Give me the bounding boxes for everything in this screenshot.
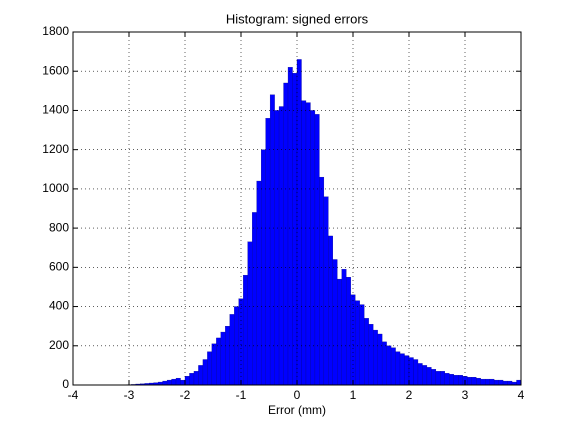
- bar: [256, 180, 262, 386]
- bar: [395, 351, 401, 386]
- bar: [319, 176, 325, 386]
- bar: [269, 94, 275, 386]
- bar: [207, 351, 213, 386]
- bar: [440, 371, 445, 386]
- x-tick-label: -1: [236, 388, 247, 402]
- bar: [431, 369, 437, 386]
- bar: [328, 235, 333, 386]
- bar: [368, 324, 374, 386]
- bar: [516, 379, 522, 386]
- bar: [377, 333, 383, 386]
- bar: [480, 378, 486, 386]
- bar: [444, 373, 450, 386]
- bar: [449, 374, 454, 386]
- bar: [493, 379, 499, 386]
- bar: [296, 59, 302, 386]
- bar: [413, 359, 419, 386]
- bar: [485, 378, 490, 386]
- bar: [234, 306, 239, 386]
- y-tick-label: 1600: [42, 63, 69, 77]
- y-tick-label: 1200: [42, 142, 69, 156]
- bar: [476, 377, 481, 386]
- bar: [243, 275, 248, 386]
- bar: [507, 380, 513, 386]
- bar: [180, 379, 186, 386]
- bar: [458, 375, 463, 386]
- bar: [435, 371, 441, 386]
- bar: [274, 110, 280, 386]
- bar: [341, 269, 347, 386]
- bar: [171, 378, 177, 386]
- bar: [220, 331, 226, 386]
- bar: [346, 276, 351, 386]
- bar: [364, 318, 369, 386]
- bar: [422, 365, 428, 386]
- bar: [310, 110, 316, 386]
- bar: [381, 341, 387, 386]
- bar: [489, 378, 495, 386]
- bar: [211, 343, 217, 386]
- bar: [408, 357, 414, 386]
- bar: [301, 100, 307, 386]
- bar: [225, 326, 230, 386]
- bar: [278, 106, 284, 386]
- bar: [198, 365, 204, 386]
- y-tick-label: 0: [62, 377, 69, 391]
- plot-frame: [72, 31, 522, 386]
- bar: [355, 300, 360, 386]
- bar: [337, 278, 342, 386]
- bar: [373, 329, 378, 386]
- bar: [292, 73, 298, 386]
- bar: [162, 380, 168, 386]
- bar: [189, 373, 195, 386]
- bar: [252, 212, 257, 386]
- bar: [265, 118, 271, 386]
- bar: [404, 355, 410, 386]
- bar: [471, 377, 477, 386]
- bar: [229, 314, 235, 386]
- y-tick-label: 1800: [42, 24, 69, 38]
- x-tick-label: 3: [462, 388, 469, 402]
- bar: [332, 259, 338, 386]
- bar: [193, 371, 199, 386]
- x-tick-label: -2: [180, 388, 191, 402]
- bar: [359, 304, 365, 386]
- y-tick-label: 1400: [42, 103, 69, 117]
- bar: [417, 363, 423, 386]
- x-axis-label: Error (mm): [268, 403, 326, 417]
- x-tick-label: 0: [294, 388, 301, 402]
- bar: [283, 82, 289, 386]
- x-tick-label: 4: [518, 388, 525, 402]
- y-tick-label: 600: [49, 260, 69, 274]
- y-tick-label: 400: [49, 299, 69, 313]
- bar: [216, 337, 221, 386]
- bar: [426, 367, 432, 386]
- x-tick-label: 2: [406, 388, 413, 402]
- bar: [184, 376, 190, 386]
- bar: [390, 347, 396, 386]
- x-tick-label: 1: [350, 388, 357, 402]
- bar: [502, 380, 508, 386]
- x-tick-label: -3: [124, 388, 135, 402]
- bar: [247, 241, 253, 386]
- y-tick-label: 800: [49, 220, 69, 234]
- x-tick-label: -4: [68, 388, 79, 402]
- bar: [202, 359, 208, 386]
- y-tick-label: 1000: [42, 181, 69, 195]
- bar: [305, 102, 311, 386]
- bar: [175, 377, 181, 386]
- chart-title: Histogram: signed errors: [226, 11, 369, 26]
- bar: [467, 377, 472, 386]
- bar: [453, 375, 459, 386]
- bar: [386, 345, 392, 386]
- bar: [323, 196, 329, 386]
- bar: [166, 379, 172, 386]
- bar: [314, 114, 320, 386]
- bar: [287, 67, 293, 386]
- y-tick-label: 200: [49, 338, 69, 352]
- bar: [498, 379, 504, 386]
- bar: [399, 353, 405, 386]
